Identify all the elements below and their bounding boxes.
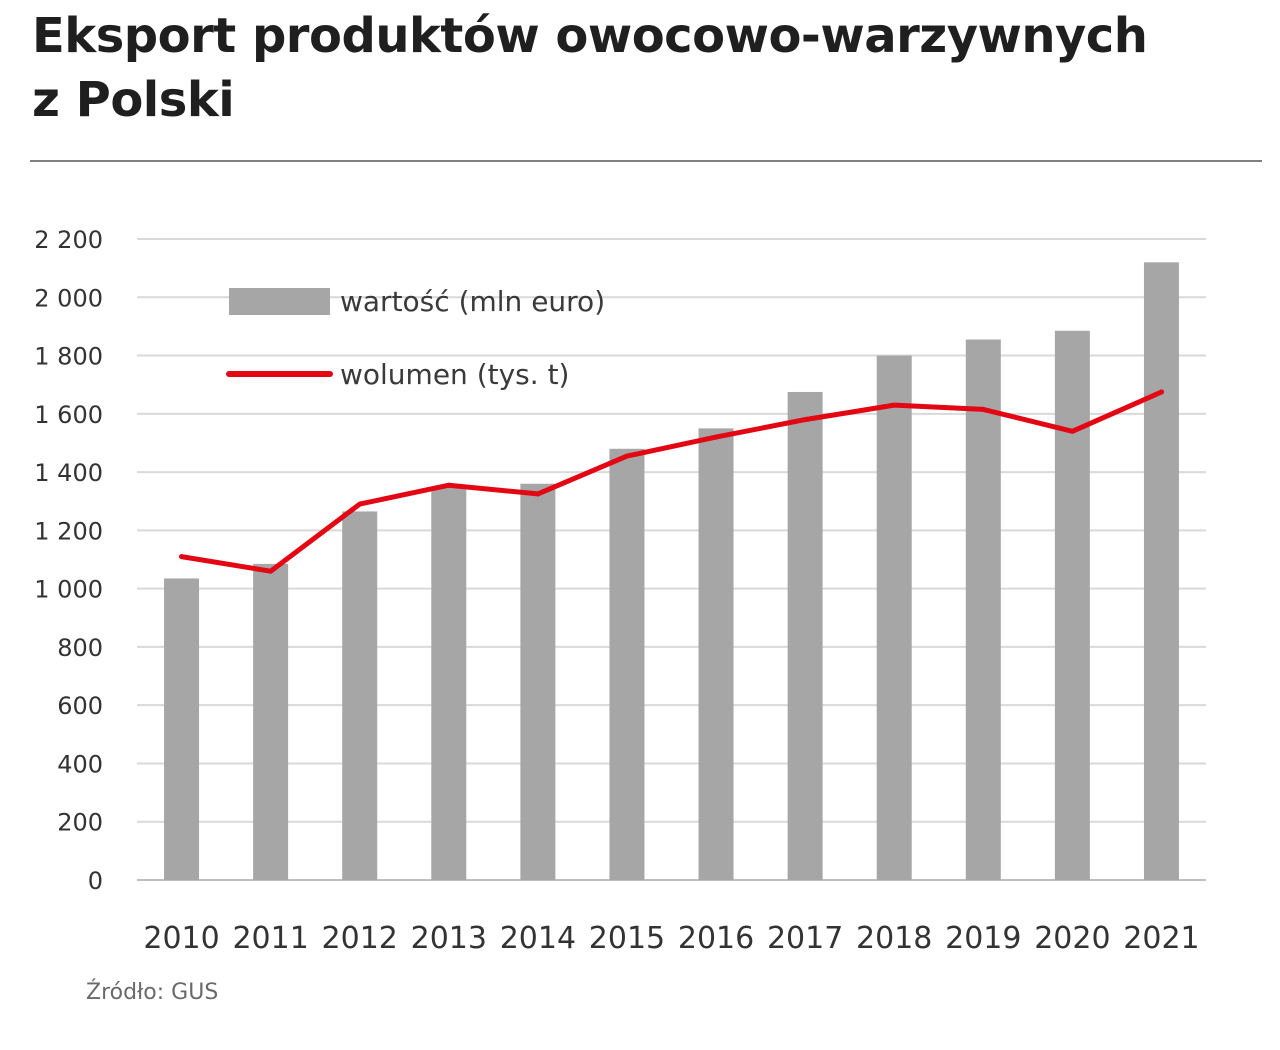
y-tick-label: 0 <box>88 867 103 895</box>
y-tick-label: 1 200 <box>34 517 103 545</box>
x-tick-label: 2012 <box>322 921 398 956</box>
x-tick-label: 2013 <box>411 921 487 956</box>
volume-point-2020 <box>1069 428 1075 434</box>
y-tick-label: 1 800 <box>34 343 103 371</box>
source-note: Źródło: GUS <box>86 980 219 1005</box>
volume-point-2018 <box>891 402 897 408</box>
x-tick-label: 2019 <box>945 921 1021 956</box>
bar-2010 <box>164 578 200 880</box>
y-tick-label: 600 <box>57 692 103 720</box>
x-tick-label: 2017 <box>767 921 843 956</box>
bar-2013 <box>431 486 467 880</box>
y-axis-ticks: 0 200 400 600 800 1 000 1 200 1 400 1 600 1 800 2 … <box>34 226 103 895</box>
bar-2019 <box>965 339 1001 880</box>
volume-point-2010 <box>179 554 185 560</box>
volume-point-2016 <box>713 434 719 440</box>
bar-2021 <box>1143 262 1179 880</box>
y-tick-label: 1 000 <box>34 576 103 604</box>
title-divider <box>30 160 1262 162</box>
x-tick-label: 2010 <box>143 921 219 956</box>
bar-2011 <box>253 563 289 880</box>
volume-point-2015 <box>624 453 630 459</box>
y-tick-label: 400 <box>57 750 103 778</box>
x-axis-ticks: 2010 2011 2012 2013 2014 2015 2016 2017 2018 2019… <box>143 921 1199 956</box>
bar-2012 <box>342 511 378 880</box>
x-tick-label: 2020 <box>1034 921 1110 956</box>
legend-bar-label: wartość (mln euro) <box>340 285 605 318</box>
legend-bar-swatch <box>229 288 330 315</box>
bar-2014 <box>520 483 556 880</box>
bar-2015 <box>609 448 645 880</box>
y-tick-label: 1 400 <box>34 459 103 487</box>
volume-point-2011 <box>268 568 274 574</box>
y-tick-label: 1 600 <box>34 401 103 429</box>
y-tick-label: 2 000 <box>34 284 103 312</box>
x-tick-label: 2021 <box>1123 921 1199 956</box>
bar-2016 <box>698 428 734 880</box>
chart-title: Eksport produktów owocowo-warzywnych z P… <box>32 4 1232 132</box>
volume-point-2012 <box>357 501 363 507</box>
volume-point-2021 <box>1158 389 1164 395</box>
gridlines <box>137 238 1206 881</box>
x-tick-label: 2011 <box>232 921 308 956</box>
x-tick-label: 2016 <box>678 921 754 956</box>
y-tick-label: 800 <box>57 634 103 662</box>
volume-point-2017 <box>802 417 808 423</box>
volume-point-2019 <box>980 406 986 412</box>
bar-series <box>164 262 1179 881</box>
chart-title-line-1: Eksport produktów owocowo-warzywnych <box>32 8 1148 64</box>
volume-point-2013 <box>446 482 452 488</box>
bar-2018 <box>876 355 912 881</box>
bar-2017 <box>787 391 823 880</box>
chart-title-line-2: z Polski <box>32 72 235 128</box>
bar-2020 <box>1054 330 1090 880</box>
volume-point-2014 <box>535 491 541 497</box>
x-tick-label: 2018 <box>856 921 932 956</box>
legend-line-label: wolumen (tys. t) <box>340 358 569 391</box>
line-series <box>179 389 1164 574</box>
y-tick-label: 200 <box>57 809 103 837</box>
legend: wartość (mln euro) wolumen (tys. t) <box>226 285 605 391</box>
x-tick-label: 2015 <box>589 921 665 956</box>
x-tick-label: 2014 <box>500 921 576 956</box>
volume-line <box>179 389 1164 574</box>
y-tick-label: 2 200 <box>34 226 103 254</box>
